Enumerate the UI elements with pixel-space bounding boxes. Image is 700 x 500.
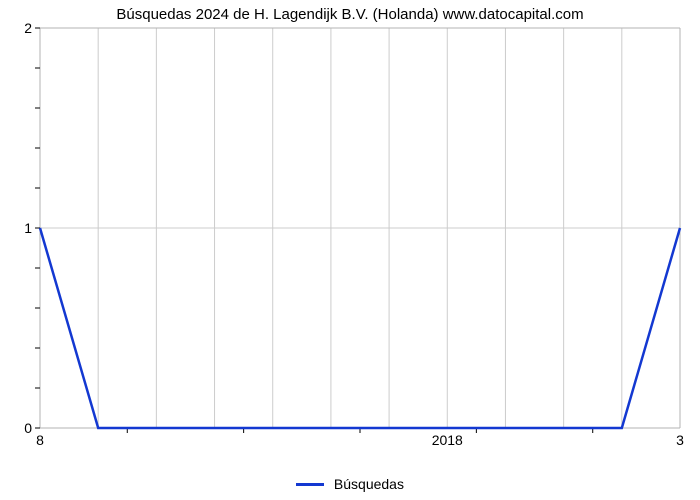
legend-label: Búsquedas: [334, 476, 404, 492]
y-tick-label: 0: [24, 420, 32, 436]
legend-swatch: [296, 483, 324, 486]
chart-title: Búsquedas 2024 de H. Lagendijk B.V. (Hol…: [0, 6, 700, 23]
y-tick-label: 1: [24, 220, 32, 236]
plot-svg: [40, 28, 680, 428]
x-tick-label: 3: [676, 432, 684, 448]
plot-area: 012820183: [40, 28, 680, 428]
y-tick-label: 2: [24, 20, 32, 36]
chart-container: Búsquedas 2024 de H. Lagendijk B.V. (Hol…: [0, 0, 700, 500]
legend: Búsquedas: [0, 475, 700, 492]
x-tick-label: 8: [36, 432, 44, 448]
series-line: [40, 228, 680, 428]
x-tick-label: 2018: [432, 432, 463, 448]
